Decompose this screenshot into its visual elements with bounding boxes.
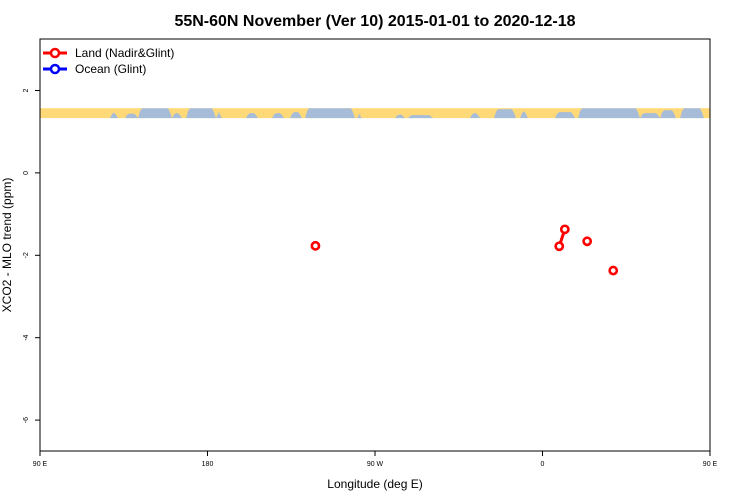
map-ocean-region [125,113,138,119]
x-axis: 90 E 180 90 W 0 90 E [33,451,718,468]
map-ocean-region [172,113,182,119]
plot-area [39,38,711,452]
y-axis-label: XCO2 - MLO trend (ppm) [0,178,14,313]
map-ocean-region [272,113,284,119]
data-point [582,236,593,247]
data-point [559,224,570,235]
map-ocean-region [494,109,516,119]
map-ocean-region [660,110,676,119]
x-tick-label: 90 E [33,461,48,468]
y-tick-label: 2 [23,88,30,92]
y-tick-label: -4 [23,334,30,340]
map-ocean-region [357,114,362,119]
map-ocean-region [216,112,222,119]
map-land-band [40,108,710,119]
legend-item-land: Land (Nadir&Glint) [43,46,174,60]
data-point [554,241,565,252]
map-ocean-region [110,112,118,119]
map-ocean-region [305,108,355,119]
y-tick-label: -6 [23,417,30,423]
map-ocean-region [640,113,660,119]
legend-label-land: Land (Nadir&Glint) [75,46,174,60]
map-ocean-region [408,115,433,119]
data-point [608,265,619,276]
map-ocean-region [470,113,480,119]
y-axis: 2 0 -2 -4 -6 [23,88,40,423]
legend: Land (Nadir&Glint) Ocean (Glint) [43,46,174,76]
plot-frame [39,38,711,452]
y-tick-label: -2 [23,252,30,258]
data-point [310,240,321,251]
map-ocean-region [290,112,302,119]
y-tick-label: 0 [23,171,30,175]
x-tick-label: 180 [202,461,214,468]
map-ocean-region [555,112,575,119]
x-axis-label: Longitude (deg E) [327,477,422,491]
map-ocean-region [395,114,405,119]
chart-title: 55N-60N November (Ver 10) 2015-01-01 to … [174,13,575,30]
map-strip [40,108,710,119]
series-layer [310,224,619,276]
x-tick-label: 90 W [367,461,384,468]
map-ocean-region [680,108,704,119]
legend-item-ocean: Ocean (Glint) [43,62,146,76]
x-tick-label: 90 E [703,461,718,468]
legend-marker-land [49,47,61,59]
map-ocean-region [520,111,528,119]
x-tick-label: 0 [541,461,545,468]
map-ocean-region [578,108,640,119]
map-ocean-region [138,108,172,119]
legend-label-ocean: Ocean (Glint) [75,62,146,76]
map-ocean-region [186,108,216,119]
legend-marker-ocean [49,63,61,75]
map-ocean-region [246,113,258,119]
